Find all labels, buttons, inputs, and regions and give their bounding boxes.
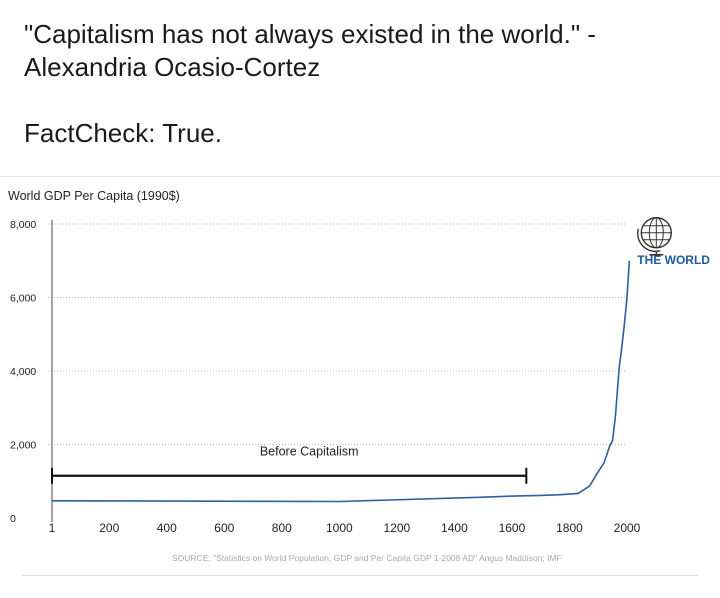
x-tick-label: 1400 — [441, 521, 468, 535]
y-tick-labels: 0 2,000 4,000 6,000 8,000 — [10, 219, 36, 525]
x-tick-label: 200 — [99, 521, 119, 535]
x-tick-label: 1800 — [556, 521, 583, 535]
series-layer — [51, 260, 631, 503]
x-tick-label: 800 — [272, 521, 292, 535]
chart-title: World GDP Per Capita (1990$) — [8, 189, 180, 203]
y-tick-label: 0 — [10, 513, 16, 525]
globe-icon — [637, 217, 673, 256]
gdp-chart: World GDP Per Capita (1990$) 0 2,000 4,000… — [8, 189, 710, 563]
divider-top — [0, 176, 720, 177]
quote-line-1: "Capitalism has not always existed in th… — [24, 19, 596, 49]
source-note: SOURCE: "Statistics on World Population,… — [172, 553, 562, 563]
x-tick-labels: 1 200 400 600 800 1000 1200 1400 1600 1800 2000 — [49, 521, 641, 535]
y-tick-label: 2,000 — [10, 440, 36, 452]
before-capitalism-label: Before Capitalism — [260, 445, 359, 459]
the-world-label: THE WORLD — [637, 253, 710, 267]
y-tick-label: 4,000 — [10, 366, 36, 378]
before-capitalism-bracket — [51, 467, 528, 484]
x-tick-label: 2000 — [614, 521, 641, 535]
x-tick-label: 600 — [214, 521, 234, 535]
x-tick-label: 400 — [157, 521, 177, 535]
quote-line-2: Alexandria Ocasio-Cortez — [24, 52, 321, 82]
post-text: "Capitalism has not always existed in th… — [24, 18, 704, 150]
x-tick-label: 1 — [49, 521, 56, 535]
y-tick-label: 6,000 — [10, 293, 36, 305]
factcheck-text: FactCheck: True. — [24, 118, 222, 148]
x-tick-label: 1200 — [384, 521, 411, 535]
divider-bottom — [22, 575, 698, 576]
y-tick-label: 8,000 — [10, 219, 36, 231]
x-tick-label: 1600 — [499, 521, 526, 535]
x-tick-label: 1000 — [326, 521, 353, 535]
series-line — [51, 260, 631, 503]
